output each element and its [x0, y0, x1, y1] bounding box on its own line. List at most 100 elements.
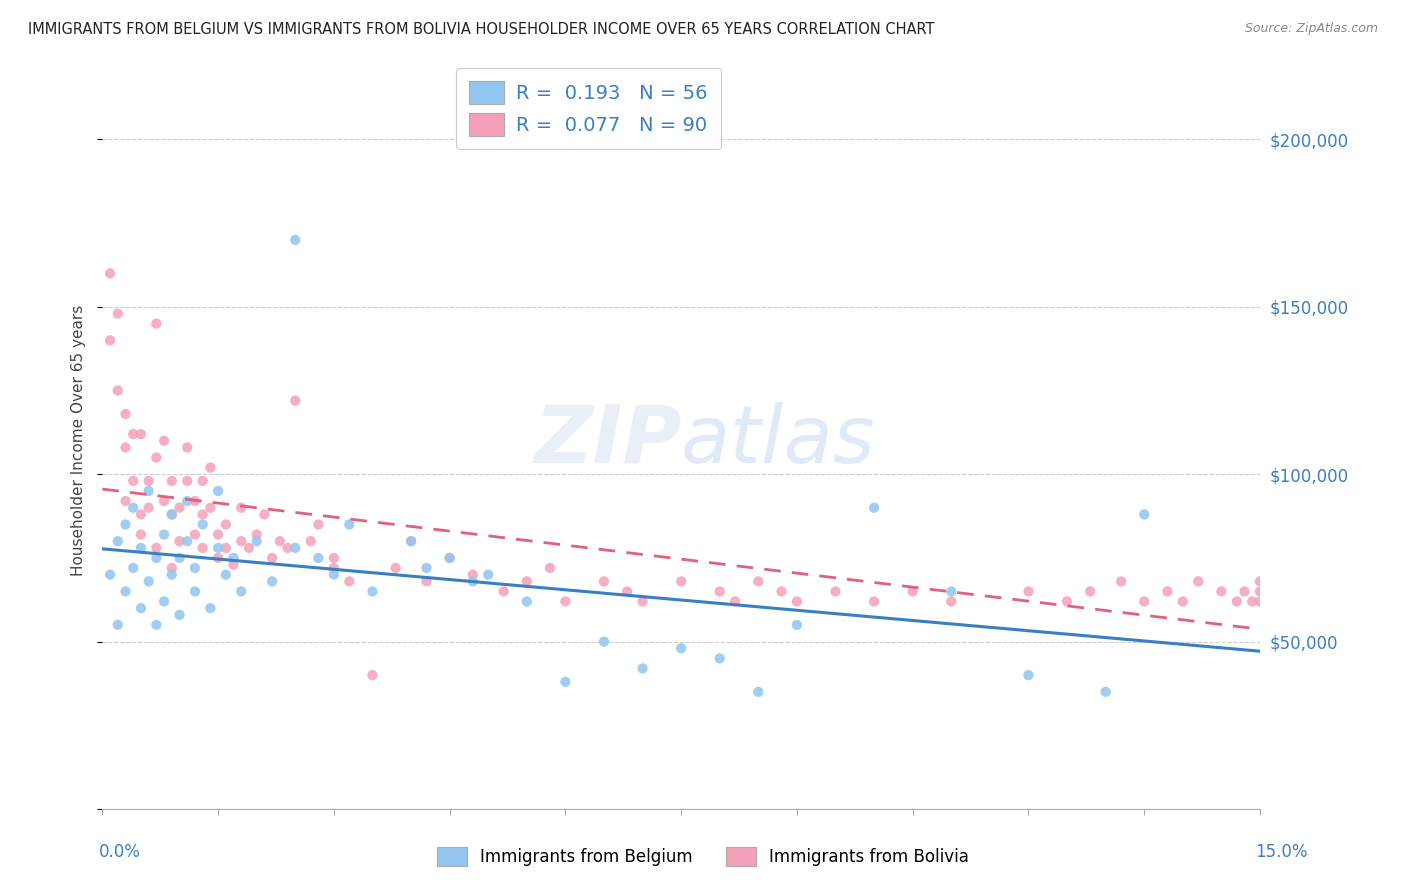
Point	[262, 574, 284, 589]
Point	[114, 441, 136, 455]
Text: ZIP: ZIP	[534, 401, 681, 480]
Point	[786, 618, 808, 632]
Point	[770, 584, 793, 599]
Point	[415, 561, 437, 575]
Point	[145, 317, 167, 331]
Point	[129, 427, 152, 442]
Point	[709, 651, 731, 665]
Point	[461, 574, 484, 589]
Point	[129, 601, 152, 615]
Point	[129, 527, 152, 541]
Point	[231, 584, 253, 599]
Point	[337, 517, 360, 532]
Legend: Immigrants from Belgium, Immigrants from Bolivia: Immigrants from Belgium, Immigrants from…	[429, 838, 977, 875]
Point	[98, 266, 121, 280]
Point	[153, 594, 176, 608]
Point	[184, 584, 207, 599]
Point	[516, 574, 538, 589]
Point	[516, 594, 538, 608]
Point	[477, 567, 499, 582]
Point	[98, 334, 121, 348]
Point	[215, 567, 238, 582]
Point	[747, 685, 769, 699]
Text: 0.0%: 0.0%	[98, 843, 141, 861]
Point	[307, 517, 329, 532]
Point	[169, 607, 191, 622]
Point	[107, 534, 129, 549]
Text: atlas: atlas	[681, 401, 876, 480]
Point	[107, 307, 129, 321]
Point	[262, 550, 284, 565]
Point	[269, 534, 291, 549]
Point	[129, 508, 152, 522]
Point	[1156, 584, 1178, 599]
Point	[160, 474, 183, 488]
Point	[538, 561, 561, 575]
Point	[307, 550, 329, 565]
Point	[253, 508, 276, 522]
Point	[361, 668, 384, 682]
Point	[863, 500, 886, 515]
Point	[384, 561, 406, 575]
Point	[786, 594, 808, 608]
Point	[1226, 594, 1249, 608]
Point	[246, 527, 269, 541]
Point	[138, 500, 160, 515]
Point	[207, 483, 229, 498]
Point	[153, 434, 176, 448]
Point	[439, 550, 461, 565]
Point	[215, 541, 238, 555]
Point	[1233, 584, 1256, 599]
Point	[176, 474, 198, 488]
Point	[191, 474, 214, 488]
Point	[554, 594, 576, 608]
Point	[1017, 668, 1039, 682]
Point	[631, 594, 654, 608]
Point	[1249, 584, 1271, 599]
Point	[184, 494, 207, 508]
Point	[222, 558, 245, 572]
Point	[1094, 685, 1116, 699]
Point	[299, 534, 322, 549]
Point	[207, 550, 229, 565]
Point	[160, 508, 183, 522]
Point	[1078, 584, 1101, 599]
Point	[200, 460, 222, 475]
Point	[160, 567, 183, 582]
Point	[200, 601, 222, 615]
Point	[337, 574, 360, 589]
Point	[122, 561, 145, 575]
Point	[1187, 574, 1209, 589]
Point	[1241, 594, 1264, 608]
Point	[231, 500, 253, 515]
Point	[747, 574, 769, 589]
Point	[554, 674, 576, 689]
Point	[122, 474, 145, 488]
Point	[1171, 594, 1194, 608]
Point	[191, 541, 214, 555]
Point	[160, 561, 183, 575]
Point	[138, 483, 160, 498]
Point	[593, 574, 616, 589]
Point	[114, 517, 136, 532]
Point	[145, 450, 167, 465]
Point	[238, 541, 260, 555]
Point	[153, 527, 176, 541]
Point	[863, 594, 886, 608]
Point	[284, 233, 307, 247]
Point	[191, 517, 214, 532]
Point	[399, 534, 422, 549]
Point	[200, 500, 222, 515]
Legend: R =  0.193   N = 56, R =  0.077   N = 90: R = 0.193 N = 56, R = 0.077 N = 90	[456, 68, 721, 149]
Point	[941, 584, 963, 599]
Point	[191, 508, 214, 522]
Text: Source: ZipAtlas.com: Source: ZipAtlas.com	[1244, 22, 1378, 36]
Point	[98, 567, 121, 582]
Point	[1249, 594, 1271, 608]
Point	[669, 574, 692, 589]
Point	[322, 561, 344, 575]
Point	[901, 584, 924, 599]
Point	[114, 584, 136, 599]
Point	[616, 584, 638, 599]
Point	[129, 541, 152, 555]
